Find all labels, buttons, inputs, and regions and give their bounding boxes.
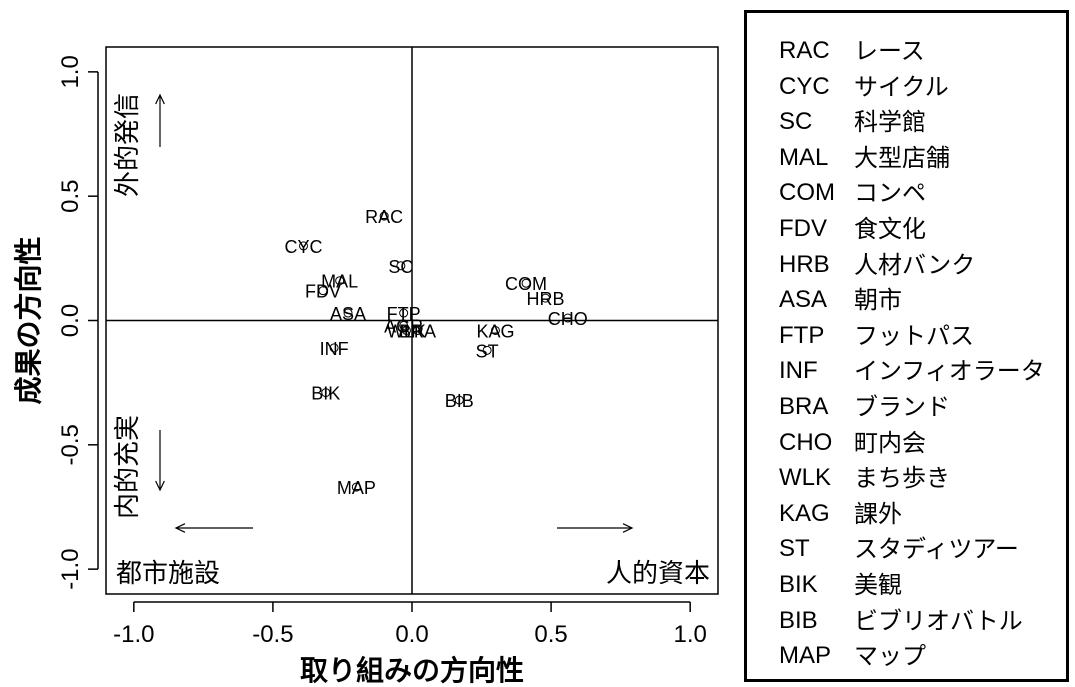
data-label-bik: BIK xyxy=(311,384,340,404)
data-label-cho: CHO xyxy=(548,309,588,329)
y-tick-label: -0.5 xyxy=(57,424,84,465)
legend-name: マップ xyxy=(854,640,926,672)
legend-code: WLK xyxy=(779,462,854,494)
data-label-kag: KAG xyxy=(476,321,514,341)
arrow-right-icon xyxy=(557,524,632,533)
legend-code: COM xyxy=(779,177,854,209)
arrow-up-icon xyxy=(156,95,165,147)
legend-code: INF xyxy=(779,355,854,387)
legend-code: HRB xyxy=(779,249,854,281)
legend-code: ST xyxy=(779,533,854,565)
legend-code: FTP xyxy=(779,320,854,352)
legend-code: RAC xyxy=(779,35,854,67)
data-label-st: ST xyxy=(476,341,499,361)
data-label-rac: RAC xyxy=(365,207,403,227)
data-label-bib: BIB xyxy=(445,391,474,411)
legend-name: スタディツアー xyxy=(854,533,1019,565)
x-tick-label: -1.0 xyxy=(113,621,154,648)
annotation-urban-facilities: 都市施設 xyxy=(116,559,220,589)
x-axis-title: 取り組みの方向性 xyxy=(300,654,524,687)
legend-code: SC xyxy=(779,106,854,138)
data-label-asa: ASA xyxy=(330,304,366,324)
arrow-left-icon xyxy=(176,524,253,533)
legend-code: CHO xyxy=(779,427,854,459)
scatter-plot: -1.0 -0.5 0.0 0.5 1.0 -1.0 -0.5 0.0 0.5 1.0 取り組みの方… xyxy=(0,0,740,687)
legend-name: 大型店舗 xyxy=(854,142,950,174)
legend-name: ビブリオバトル xyxy=(854,605,1023,637)
annotation-internal: 内的充実 xyxy=(113,415,143,519)
data-label-map: MAP xyxy=(337,478,376,498)
x-tick-label: -0.5 xyxy=(252,621,293,648)
data-label-inf: INF xyxy=(320,339,349,359)
legend-name: まち歩き xyxy=(854,462,950,494)
legend-name: 課外 xyxy=(854,498,902,530)
data-label-hrb: HRB xyxy=(527,289,565,309)
data-label-sc: SC xyxy=(388,257,413,277)
legend-code: FDV xyxy=(779,213,854,245)
legend-code: ASA xyxy=(779,284,854,316)
legend-code: MAL xyxy=(779,142,854,174)
y-tick-label: -1.0 xyxy=(57,548,84,589)
legend-name: 人材バンク xyxy=(854,249,975,281)
legend-name: フットパス xyxy=(854,320,974,352)
annotation-external: 外的発信 xyxy=(113,93,143,197)
legend-name: サイクル xyxy=(854,71,949,103)
arrow-down-icon xyxy=(156,430,165,490)
legend-name: 科学館 xyxy=(854,106,926,138)
y-tick-label: 0.0 xyxy=(57,304,84,337)
x-tick-label: 0.0 xyxy=(395,621,428,648)
legend-code: KAG xyxy=(779,498,854,530)
legend-name: 食文化 xyxy=(854,213,926,245)
legend-name: 朝市 xyxy=(854,284,902,316)
legend-name: 美観 xyxy=(854,569,902,601)
legend-code: CYC xyxy=(779,71,854,103)
y-axis-title: 成果の方向性 xyxy=(12,236,45,404)
legend-name: レース xyxy=(854,35,925,67)
data-label-bra: BRA xyxy=(399,321,436,341)
legend-code: BRA xyxy=(779,391,854,423)
legend-code: BIK xyxy=(779,569,854,601)
data-label-cyc: CYC xyxy=(285,237,323,257)
legend: RAC レース CYC サイクル SC 科学館 MAL 大型店舗 COM コンペ FDV 食文化 HRB… xyxy=(744,10,1069,682)
x-tick-label: 1.0 xyxy=(673,621,706,648)
legend-code: MAP xyxy=(779,640,854,672)
y-tick-label: 0.5 xyxy=(57,179,84,212)
legend-name: 町内会 xyxy=(854,427,926,459)
legend-code: BIB xyxy=(779,605,854,637)
annotation-human-capital: 人的資本 xyxy=(606,559,710,589)
legend-name: ブランド xyxy=(854,391,950,423)
legend-name: コンペ xyxy=(854,177,926,209)
y-tick-label: 1.0 xyxy=(57,55,84,88)
x-tick-label: 0.5 xyxy=(534,621,567,648)
legend-name: インフィオラータ xyxy=(854,355,1045,387)
data-label-fdv: FDV xyxy=(305,282,341,302)
